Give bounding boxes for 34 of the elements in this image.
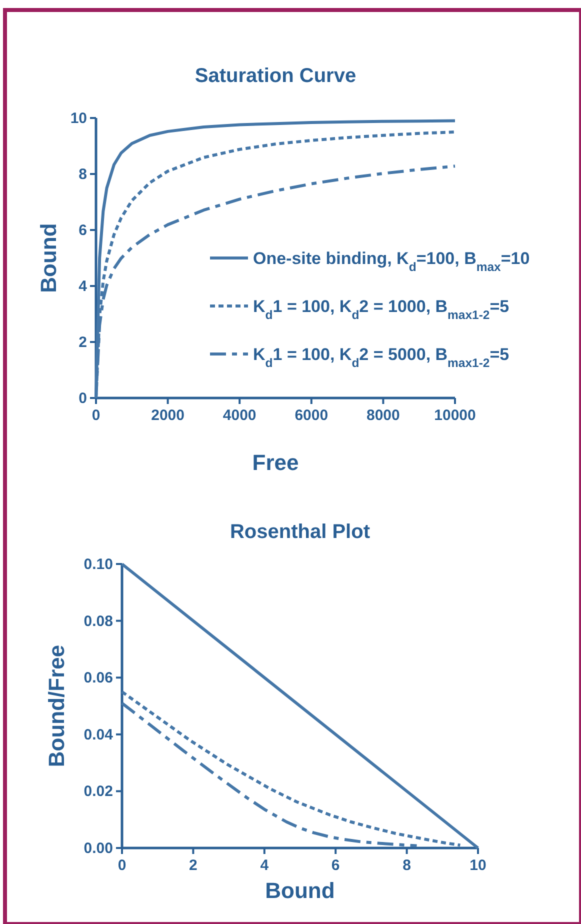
- y-tick-label: 0.08: [84, 612, 113, 630]
- x-tick-label: 8000: [366, 407, 400, 424]
- y-tick-label: 6: [78, 222, 87, 239]
- legend-label: K$_{d}$1 = 100, K$_{d}$2 = 5000, B$_{max1-2}$=5: [253, 345, 510, 370]
- y-tick-label: 0.00: [84, 840, 113, 857]
- y-axis-title: Bound: [36, 223, 61, 293]
- x-tick-label: 2: [189, 857, 198, 874]
- x-tick-label: 6: [331, 857, 340, 874]
- x-tick-label: 4: [260, 857, 270, 874]
- x-tick-label: 0: [118, 857, 126, 874]
- legend-label: One-site binding, K$_{d}$=100, B$_{max}$=10: [253, 249, 530, 274]
- line-series: [120, 690, 462, 847]
- y-tick-label: 0.04: [84, 726, 114, 744]
- y-axis-title: Bound/Free: [44, 644, 69, 768]
- x-tick-label: 10000: [434, 407, 476, 424]
- x-tick-label: 2000: [151, 407, 184, 424]
- y-tick-label: 0: [78, 390, 87, 407]
- chart-title: Rosenthal Plot: [230, 521, 370, 543]
- x-axis-title: Bound: [265, 878, 335, 903]
- x-tick-label: 4000: [222, 407, 256, 424]
- x-tick-label: 10: [470, 857, 486, 874]
- x-axis-title: Free: [252, 450, 299, 475]
- line-series: [120, 702, 418, 848]
- legend-label: K$_{d}$1 = 100, K$_{d}$2 = 1000, B$_{max1-2}$=5: [253, 297, 510, 322]
- y-tick-label: 0.02: [84, 783, 113, 800]
- x-tick-label: 8: [402, 857, 411, 874]
- y-tick-label: 0.06: [84, 670, 113, 687]
- y-tick-label: 2: [78, 334, 87, 351]
- y-tick-label: 8: [78, 166, 87, 183]
- x-tick-label: 6000: [294, 407, 328, 424]
- y-tick-label: 4: [78, 278, 88, 295]
- y-tick-label: 0.10: [84, 556, 113, 573]
- y-tick-label: 10: [70, 110, 87, 127]
- chart-title: Saturation Curve: [194, 65, 356, 87]
